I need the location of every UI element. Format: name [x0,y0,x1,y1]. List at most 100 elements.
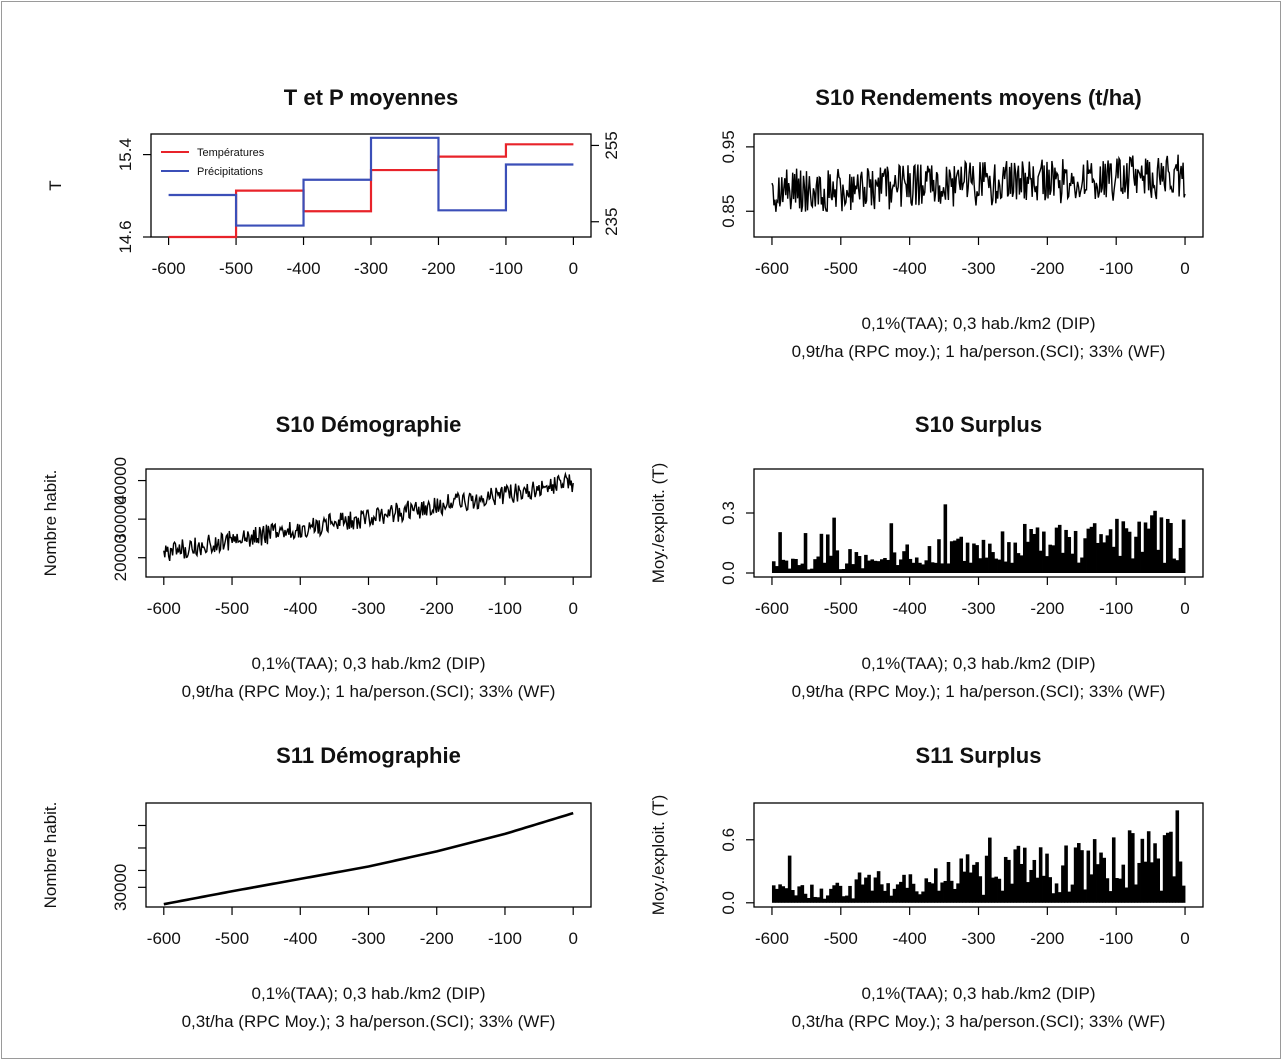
bar [1042,875,1046,903]
bar [784,888,789,903]
x-tick-label: 0 [1180,599,1189,618]
bar [1045,556,1049,573]
x-tick-label: -400 [893,929,927,948]
chart-caption-line: 0,1%(TAA); 0,3 hab./km2 (DIP) [862,314,1096,333]
bar [930,883,935,903]
bar [1042,531,1046,573]
bar [940,882,944,903]
bar [1067,536,1072,573]
chart-title: S10 Rendements moyens (t/ha) [815,85,1141,110]
bar [810,884,814,903]
x-tick-label: 0 [569,259,578,278]
chart-caption-line: 0,1%(TAA); 0,3 hab./km2 (DIP) [862,654,1096,673]
plot-frame [753,133,1204,238]
bar [1016,845,1021,903]
bar [1169,523,1173,573]
x-tick-label: -500 [215,929,249,948]
bar [797,886,801,903]
x-tick-label: -100 [488,599,522,618]
bar [803,893,808,903]
chart-caption-line: 0,3t/ha (RPC Moy.); 3 ha/person.(SCI); 3… [792,1012,1166,1031]
x-tick-label: 0 [1180,259,1189,278]
bar [845,895,849,903]
x-tick-label: -300 [351,599,385,618]
bar [949,541,954,573]
x-tick-label: -600 [152,259,186,278]
x-tick-label: -500 [824,599,858,618]
bar [816,897,821,903]
bar [1073,530,1078,573]
bar [1089,874,1094,903]
bar [800,885,805,903]
bar [1108,529,1113,573]
bar [1156,549,1161,573]
bar [1000,531,1005,573]
bar [892,888,897,903]
bar [927,882,932,903]
bar [848,549,852,573]
bar [800,563,805,573]
bar [946,861,951,903]
bar [1016,553,1021,573]
bar [860,884,865,903]
bar [787,568,792,573]
chart-panel-p5: S11 Démographie -600 -500 -400 -300 -200 -100 0… [41,743,592,1031]
bar [838,569,843,573]
bar [1102,857,1107,903]
bar [1137,521,1141,573]
x-tick-label: -200 [421,259,455,278]
bar [1181,885,1186,903]
x-tick-label: -400 [893,599,927,618]
bar [822,898,827,903]
bar [854,552,859,573]
bar [918,894,922,903]
bar [1077,843,1081,903]
y-tick-label: 30000 [111,496,130,543]
bar [781,559,786,573]
bar [1019,555,1024,573]
bar [1099,534,1103,573]
bar [1115,518,1119,573]
chart-caption-line: 0,9t/ha (RPC moy.); 1 ha/person.(SCI); 3… [792,342,1166,361]
bar [835,550,840,573]
bar [1175,810,1180,903]
bar [1143,522,1148,573]
y-tick-label: 0.3 [719,501,738,525]
bar [841,896,846,903]
bar [1029,529,1033,573]
bar [819,533,824,573]
bar [1131,558,1135,573]
y-tick-label: 0.0 [719,561,738,585]
bar [892,552,897,573]
series-line-1 [168,136,574,227]
bar [832,885,836,903]
bar [1178,547,1183,573]
bar [899,881,903,903]
chart-title: S10 Surplus [915,412,1042,437]
bar [914,891,919,903]
bar [921,891,925,903]
bar [1089,526,1094,573]
bar [1070,884,1075,903]
bar [1146,831,1151,903]
x-tick-label: -600 [147,599,181,618]
bar [1140,838,1145,903]
chart-caption-line: 0,9t/ha (RPC Moy.); 1 ha/person.(SCI); 3… [182,682,556,701]
bar [1013,849,1018,903]
bar [1064,845,1068,903]
bar [946,563,951,573]
bar [949,880,954,903]
chart-panel-p1: T et P moyennes -600 -500 -400 -300 -200 -100 0… [46,85,621,278]
bar [1064,529,1068,573]
x-tick-label: -100 [1099,929,1133,948]
bar [918,562,922,573]
bar [845,563,849,573]
bar [876,871,881,903]
bar [1127,830,1132,903]
bar-series-0 [771,504,1186,573]
bar [978,558,983,573]
bar [927,546,932,573]
bar [848,885,852,903]
x-tick-label: 0 [568,929,577,948]
chart-title: S11 Démographie [276,743,461,768]
